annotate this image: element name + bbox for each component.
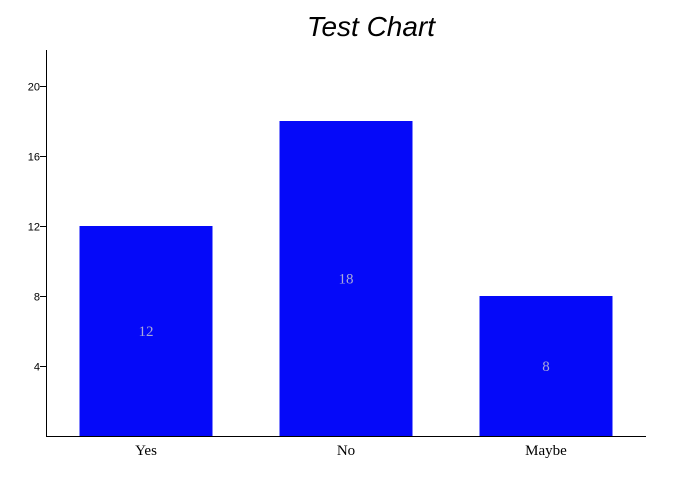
- data-labels-group: 12 18 8: [139, 272, 550, 376]
- axes-group: Yes No Maybe 4 8 12 16 20: [28, 50, 646, 459]
- y-tick-label: 8: [34, 292, 40, 304]
- chart-title: Test Chart: [307, 11, 436, 42]
- x-tick-label-yes: Yes: [135, 443, 157, 459]
- data-label-maybe: 8: [542, 359, 550, 375]
- bar-maybe: [479, 296, 613, 436]
- data-label-no: 18: [339, 272, 354, 288]
- y-tick-label: 16: [28, 152, 40, 164]
- y-tick-label: 20: [28, 82, 40, 94]
- y-tick-label: 12: [28, 222, 40, 234]
- x-tick-label-no: No: [337, 443, 355, 459]
- data-label-yes: 12: [139, 324, 154, 340]
- bar-yes: [79, 226, 213, 436]
- bars-group: [79, 121, 613, 436]
- y-tick-label: 4: [34, 362, 40, 374]
- x-tick-label-maybe: Maybe: [525, 443, 567, 459]
- bar-no: [279, 121, 413, 436]
